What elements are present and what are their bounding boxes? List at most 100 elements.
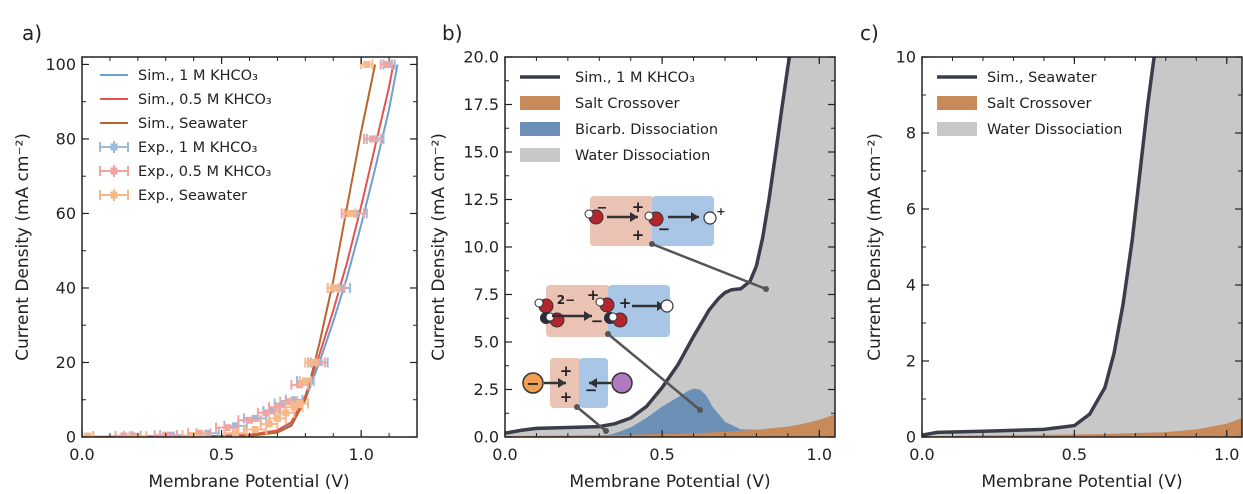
- b-inset-anion: [611, 372, 633, 394]
- b-xtick-label: 1.0: [807, 445, 832, 464]
- panel-label-a: a): [22, 21, 42, 45]
- a-legend-swatch-marker: [110, 167, 118, 175]
- a-series-line-2: [82, 64, 377, 437]
- b-inset-carbonate-o1-h: [534, 298, 544, 308]
- c-xtick-label: 0.5: [1062, 445, 1087, 464]
- c-sim-line: [922, 57, 1156, 437]
- c-ylabel: Current Density (mA cm⁻²): [865, 133, 885, 361]
- panel-a-plot: 0.0 0.5 1.0 0 20 40 60 80 100 Sim., 1 M KHCO₃ Sim.…: [45, 55, 418, 464]
- c-legend-label: Water Dissociation: [987, 122, 1122, 138]
- a-ytick-label: 80: [56, 129, 76, 148]
- b-inset-charge-label: 2−: [557, 293, 575, 307]
- b-ylabel: Current Density (mA cm⁻²): [429, 133, 449, 361]
- b-sim-line: [505, 57, 792, 435]
- a-legend-label: Exp., 1 M KHCO₃: [138, 140, 258, 156]
- a-data-point: [232, 422, 240, 430]
- b-legend-swatch: [520, 96, 560, 110]
- b-inset-water-left: [590, 196, 654, 246]
- b-xtick-label: 0.5: [649, 445, 674, 464]
- a-data-point: [232, 429, 240, 437]
- a-data-point: [329, 284, 337, 292]
- b-ytick-label: 2.5: [474, 380, 499, 399]
- b-inset-arrowhead: [558, 378, 566, 388]
- a-plot-frame: [81, 56, 418, 438]
- a-data-point: [368, 135, 376, 143]
- c-plot-frame: [921, 56, 1243, 438]
- b-inset-salt-pointer-dot: [603, 428, 609, 434]
- b-inset-water-right: [652, 196, 714, 246]
- a-data-point: [273, 403, 281, 411]
- b-inset-arrowhead: [691, 212, 699, 222]
- c-ytick-label: 6: [906, 200, 916, 219]
- c-legend-swatch: [937, 96, 977, 110]
- a-legend-swatch-marker: [110, 191, 118, 199]
- a-data-point: [251, 414, 259, 422]
- b-plot-area: [505, 57, 835, 437]
- b-xtick-label: 0.0: [492, 445, 517, 464]
- c-xtick-label: 1.0: [1214, 445, 1239, 464]
- b-inset-charge-label: +: [716, 205, 725, 218]
- a-data-point: [120, 432, 128, 437]
- a-xtick-label: 1.0: [348, 445, 373, 464]
- b-xlabel: Membrane Potential (V): [569, 472, 770, 492]
- panel-b-plot: − ++ −+2− +−+−++ −0.0 0.5 1.00.02.55.07.510.01…: [463, 48, 836, 464]
- a-data-point: [290, 396, 298, 404]
- b-inset-water-molecule-h: [644, 211, 654, 221]
- a-legend-label: Sim., Seawater: [138, 116, 248, 132]
- b-inset-charge-label: −: [597, 201, 608, 216]
- a-data-point: [382, 60, 390, 68]
- b-inset-charge-label: −: [526, 374, 539, 393]
- b-inset-charge-label: +: [560, 388, 573, 406]
- a-ytick-label: 60: [56, 204, 76, 223]
- a-xlabel: Membrane Potential (V): [148, 472, 349, 492]
- a-data-point: [246, 416, 253, 424]
- b-salt-crossover-area: [505, 414, 835, 437]
- a-data-point: [251, 426, 259, 434]
- b-inset-bicarb-pointer-dot: [605, 331, 611, 337]
- b-inset-charge-label: +: [632, 198, 645, 216]
- c-ytick-label: 4: [906, 276, 916, 295]
- a-legend-label: Sim., 1 M KHCO₃: [138, 68, 258, 84]
- a-data-point: [195, 429, 203, 437]
- c-legend-label: Sim., Seawater: [987, 70, 1097, 86]
- c-xtick-label: 0.0: [909, 445, 934, 464]
- b-inset-arrowhead: [584, 311, 592, 321]
- a-data-point: [290, 403, 298, 411]
- b-inset-water-pointer: [651, 242, 767, 291]
- b-ytick-label: 7.5: [474, 285, 499, 304]
- c-ytick-label: 0: [906, 428, 916, 447]
- b-legend-label: Salt Crossover: [575, 96, 680, 112]
- b-bicarb-dissociation-area: [599, 388, 757, 437]
- b-legend-swatch: [520, 148, 560, 162]
- b-inset-water-pointer-dot: [763, 286, 769, 292]
- a-data-point: [265, 420, 273, 428]
- b-water-dissociation-area: [505, 57, 835, 437]
- c-legend-swatch: [937, 122, 977, 136]
- a-xtick-label: 0.0: [69, 445, 94, 464]
- a-data-point: [301, 377, 309, 385]
- panel-c-plot: 0.0 0.5 1.0 0 2 4 6 8 10 Sim., Seawater Salt Cross…: [896, 48, 1243, 464]
- a-xtick-label: 0.5: [209, 445, 234, 464]
- b-inset-charge-label: +: [619, 294, 632, 312]
- a-data-point: [282, 409, 290, 417]
- a-ytick-label: 100: [45, 55, 76, 74]
- b-ytick-label: 17.5: [463, 95, 499, 114]
- a-legend-label: Exp., Seawater: [138, 188, 247, 204]
- c-plot-area: [922, 57, 1242, 437]
- b-inset-bicarb-pointer: [607, 333, 701, 411]
- b-inset-charge-label: +: [632, 226, 645, 244]
- b-inset-charge-label: −: [591, 312, 604, 330]
- b-inset-charge-label: +: [587, 286, 600, 304]
- b-plot-frame: [504, 56, 836, 438]
- a-data-point: [307, 358, 315, 366]
- b-legend-label: Bicarb. Dissociation: [575, 122, 718, 138]
- a-data-point: [346, 209, 354, 217]
- c-salt-crossover-area: [922, 418, 1242, 437]
- a-ytick-label: 0: [66, 428, 76, 447]
- b-inset-salt-pointer-dot: [574, 404, 580, 410]
- a-data-point: [262, 409, 270, 417]
- c-xlabel: Membrane Potential (V): [981, 472, 1182, 492]
- b-inset-bicarb-o-h: [595, 297, 605, 307]
- b-ytick-label: 12.5: [463, 190, 499, 209]
